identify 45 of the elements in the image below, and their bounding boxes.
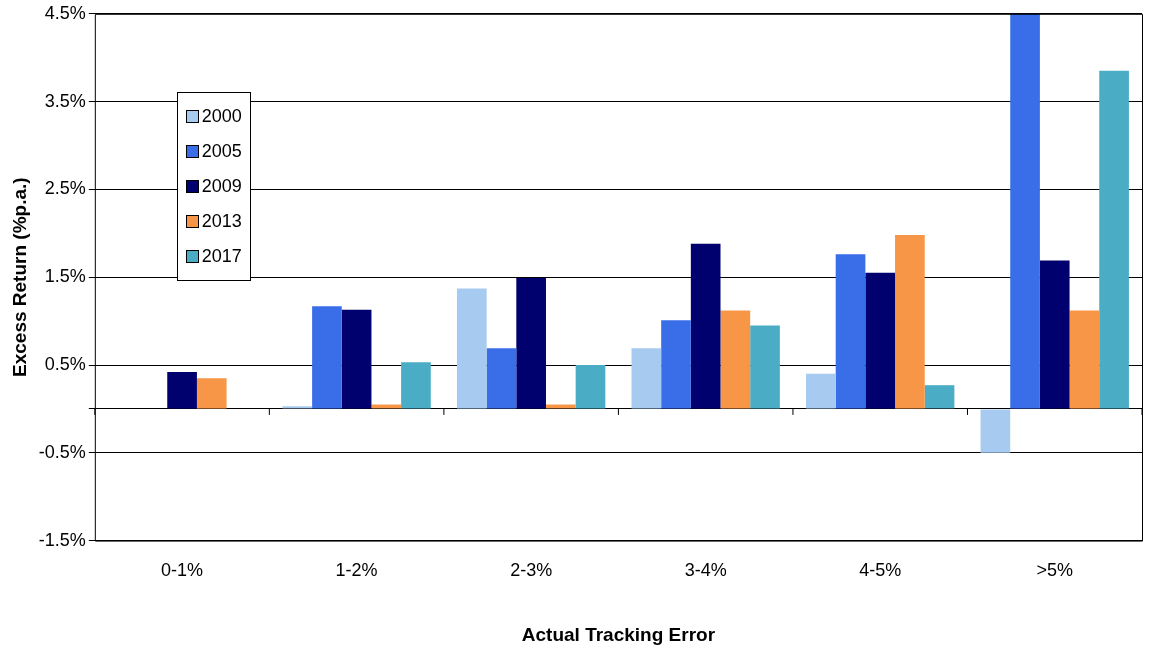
bar	[575, 365, 606, 409]
x-tick-label: 3-4%	[684, 560, 727, 581]
bar	[282, 406, 313, 409]
y-tick-label: 4.5%	[44, 2, 86, 23]
bar	[661, 320, 691, 409]
bar	[167, 372, 197, 409]
bar	[456, 288, 487, 409]
bar	[895, 235, 925, 409]
bar	[690, 243, 721, 409]
y-tick-label: 1.5%	[44, 266, 86, 287]
bar	[631, 348, 662, 409]
y-tick-label: 3.5%	[44, 90, 86, 111]
bar	[750, 325, 780, 409]
x-axis-title: Actual Tracking Error	[521, 623, 716, 645]
y-tick-label: 2.5%	[44, 178, 86, 199]
bar	[1069, 310, 1100, 409]
bar	[312, 306, 342, 409]
bar	[980, 409, 1011, 453]
y-tick-label: -1.5%	[38, 529, 86, 550]
legend-label: 2013	[201, 210, 242, 232]
x-tick-label: 2-3%	[510, 560, 553, 581]
bar	[924, 385, 955, 409]
x-tick-label: 4-5%	[859, 560, 902, 581]
bar	[341, 309, 372, 409]
y-tick-label: -0.5%	[38, 441, 86, 462]
bar	[835, 254, 866, 409]
y-axis-title: Excess Return (%p.a.)	[8, 177, 30, 377]
legend-label: 2005	[201, 140, 242, 162]
legend-label: 2000	[201, 105, 242, 127]
bar	[1039, 260, 1070, 409]
bar	[196, 378, 227, 409]
bar	[806, 373, 836, 409]
bar	[401, 362, 431, 409]
bar	[1010, 13, 1040, 409]
bar	[516, 278, 546, 409]
bar	[865, 272, 896, 409]
x-tick-label: 1-2%	[335, 560, 378, 581]
legend-label: 2017	[201, 245, 242, 267]
x-tick-label: >5%	[1036, 560, 1073, 581]
x-tick-label: 0-1%	[161, 560, 204, 581]
bar	[486, 348, 517, 409]
bar	[720, 310, 751, 409]
bar	[1099, 70, 1129, 409]
y-tick-label: 0.5%	[44, 353, 86, 374]
legend-label: 2009	[201, 175, 242, 197]
